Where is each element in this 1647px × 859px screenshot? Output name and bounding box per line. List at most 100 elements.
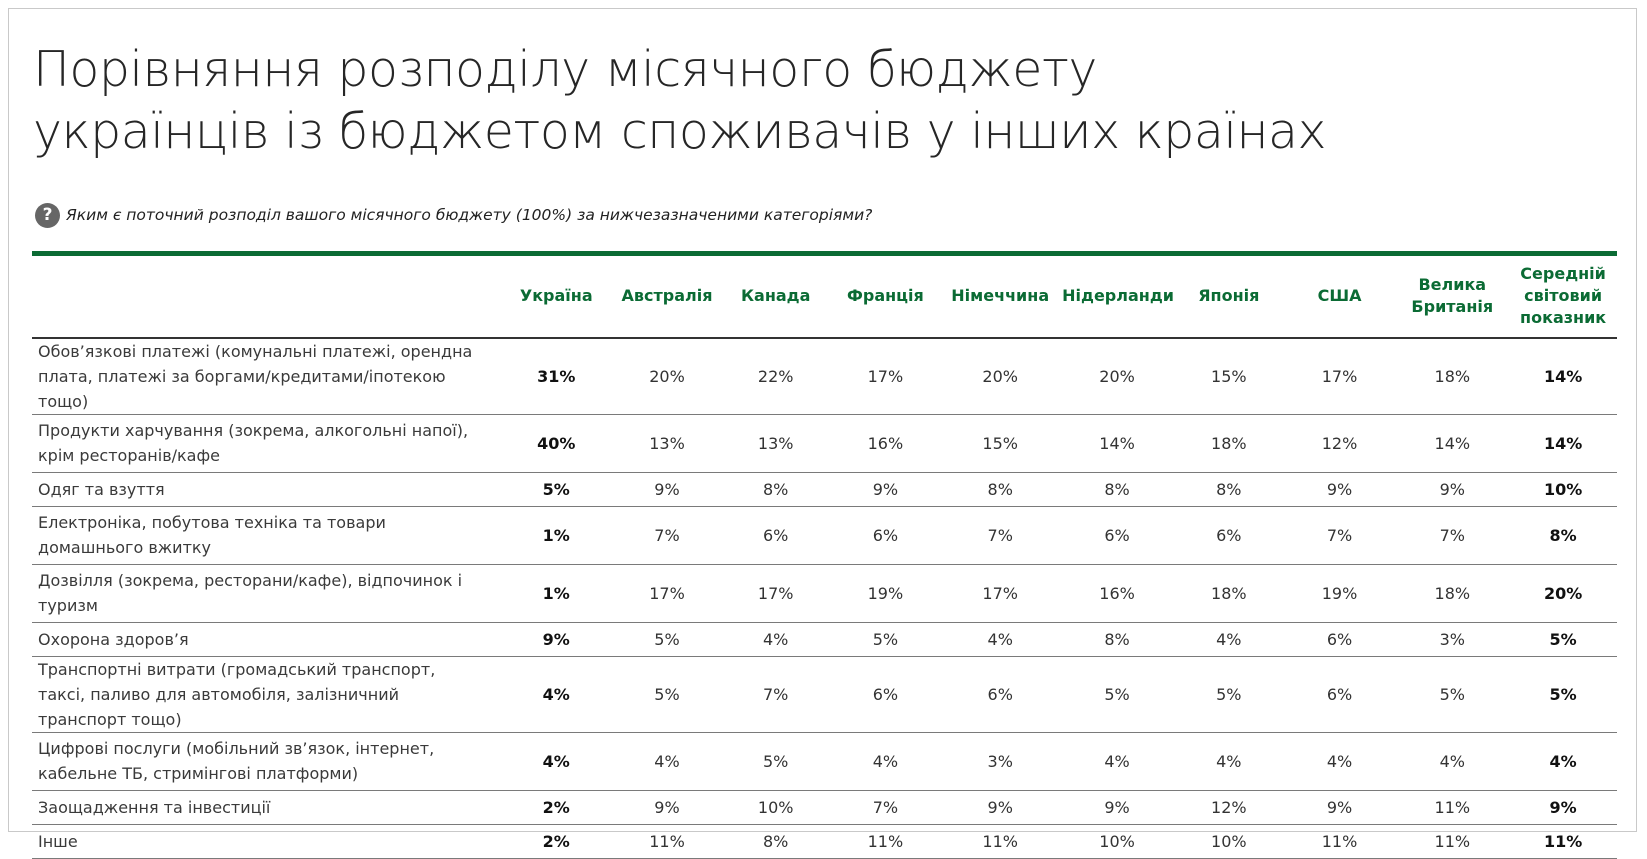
value-cell: 17% [649,583,685,603]
table-row: Електроніка, побутова техніка та товари … [32,506,1617,564]
value-cell: 5% [872,629,899,649]
value-cell: 9% [1439,479,1465,499]
value-cell: 13% [649,433,685,453]
header-category [32,254,499,338]
value-cell: 11% [1543,831,1583,851]
value-cell: 10% [1099,831,1135,851]
question-text: Яким є поточний розподіл вашого місячног… [66,206,873,224]
value-cell: 4% [987,629,1013,649]
value-cell: 9% [987,797,1013,817]
value-cell: 9% [1326,479,1353,499]
value-cell: 7% [762,684,789,704]
value-cell: 6% [1216,525,1242,545]
table-body: Обов’язкові платежі (комунальні платежі,… [32,338,1617,858]
value-cell: 9% [654,479,680,499]
value-cell: 19% [867,583,904,603]
column-header: Японія [1198,286,1260,306]
value-cell: 10% [1211,831,1247,851]
value-cell: 4% [1104,751,1130,771]
chart-title-line-1: Порівняння розподілу місячного бюджету [33,41,1097,98]
value-cell: 11% [1434,797,1471,817]
table-row: Транспортні витрати (громадський транспо… [32,656,1617,732]
value-cell: 16% [1099,583,1135,603]
value-cell: 20% [649,366,685,386]
row-category: Заощадження та інвестиції [38,797,271,817]
value-cell: 8% [987,479,1013,499]
value-cell: 9% [542,629,570,649]
value-cell: 10% [1543,479,1583,499]
value-cell: 17% [1321,366,1358,386]
value-cell: 4% [1549,751,1577,771]
value-cell: 19% [1321,583,1358,603]
row-category: Продукти харчування (зокрема, алкогольні… [38,421,469,465]
value-cell: 6% [1104,525,1130,545]
value-cell: 4% [542,751,570,771]
survey-question: ? Яким є поточний розподіл вашого місячн… [35,202,872,228]
value-cell: 20% [1543,583,1583,603]
row-category: Інше [38,831,78,851]
value-cell: 8% [1104,479,1130,499]
value-cell: 9% [872,479,899,499]
value-cell: 9% [654,797,680,817]
value-cell: 18% [1211,433,1247,453]
value-cell: 15% [982,433,1018,453]
row-category: Обов’язкові платежі (комунальні платежі,… [38,341,473,411]
value-cell: 8% [1216,479,1242,499]
value-cell: 2% [542,831,570,851]
value-cell: 4% [1439,751,1465,771]
value-cell: 3% [987,751,1013,771]
column-header: Середній світовий показник [1520,264,1607,328]
value-cell: 5% [1439,684,1465,704]
table-row: Одяг та взуття 5% 9% 8% 9% 8% 8% 8% 9% 9% 10% [32,472,1617,506]
value-cell: 6% [872,525,899,545]
value-cell: 2% [542,797,570,817]
value-cell: 5% [654,629,680,649]
chart-title: Порівняння розподілу місячного бюджету у… [33,39,1433,163]
column-header: Франція [847,286,924,306]
value-cell: 11% [1321,831,1358,851]
row-category: Охорона здоров’я [38,629,189,649]
value-cell: 16% [867,433,904,453]
value-cell: 11% [649,831,685,851]
value-cell: 7% [872,797,899,817]
table-header-row: Україна Австралія Канада Франція Німеччина Ні… [32,253,1617,338]
budget-table: Україна Австралія Канада Франція Німеччина Ні… [32,251,1617,859]
value-cell: 8% [1104,629,1130,649]
column-header: Нідерланди [1062,286,1174,306]
value-cell: 14% [1099,433,1135,453]
value-cell: 4% [1216,751,1242,771]
table-row: Охорона здоров’я 9% 5% 4% 5% 4% 8% 4% 6% 3% 5% [32,622,1617,656]
column-header: Австралія [621,286,713,306]
value-cell: 14% [1434,433,1471,453]
value-cell: 18% [1434,366,1471,386]
value-cell: 5% [1104,684,1130,704]
value-cell: 4% [1216,629,1242,649]
value-cell: 6% [987,684,1013,704]
value-cell: 9% [1549,797,1577,817]
value-cell: 17% [867,366,904,386]
value-cell: 7% [987,525,1013,545]
value-cell: 4% [762,629,789,649]
value-cell: 5% [654,684,680,704]
value-cell: 6% [762,525,789,545]
table-row: Обов’язкові платежі (комунальні платежі,… [32,338,1617,414]
row-category: Електроніка, побутова техніка та товари … [38,513,386,557]
value-cell: 12% [1321,433,1358,453]
value-cell: 5% [1549,684,1577,704]
value-cell: 7% [1439,525,1465,545]
value-cell: 20% [1099,366,1135,386]
row-category: Дозвілля (зокрема, ресторани/кафе), відп… [38,571,463,615]
value-cell: 17% [757,583,794,603]
value-cell: 4% [654,751,680,771]
value-cell: 8% [1549,525,1577,545]
table-row: Інше 2% 11% 8% 11% 11% 10% 10% 11% 11% 11% [32,824,1617,858]
value-cell: 4% [542,684,570,704]
chart-frame: Порівняння розподілу місячного бюджету у… [8,8,1637,858]
value-cell: 6% [1326,629,1353,649]
value-cell: 20% [982,366,1018,386]
value-cell: 17% [982,583,1018,603]
column-header: Канада [740,286,811,306]
value-cell: 11% [1434,831,1471,851]
value-cell: 10% [757,797,794,817]
value-cell: 3% [1439,629,1465,649]
